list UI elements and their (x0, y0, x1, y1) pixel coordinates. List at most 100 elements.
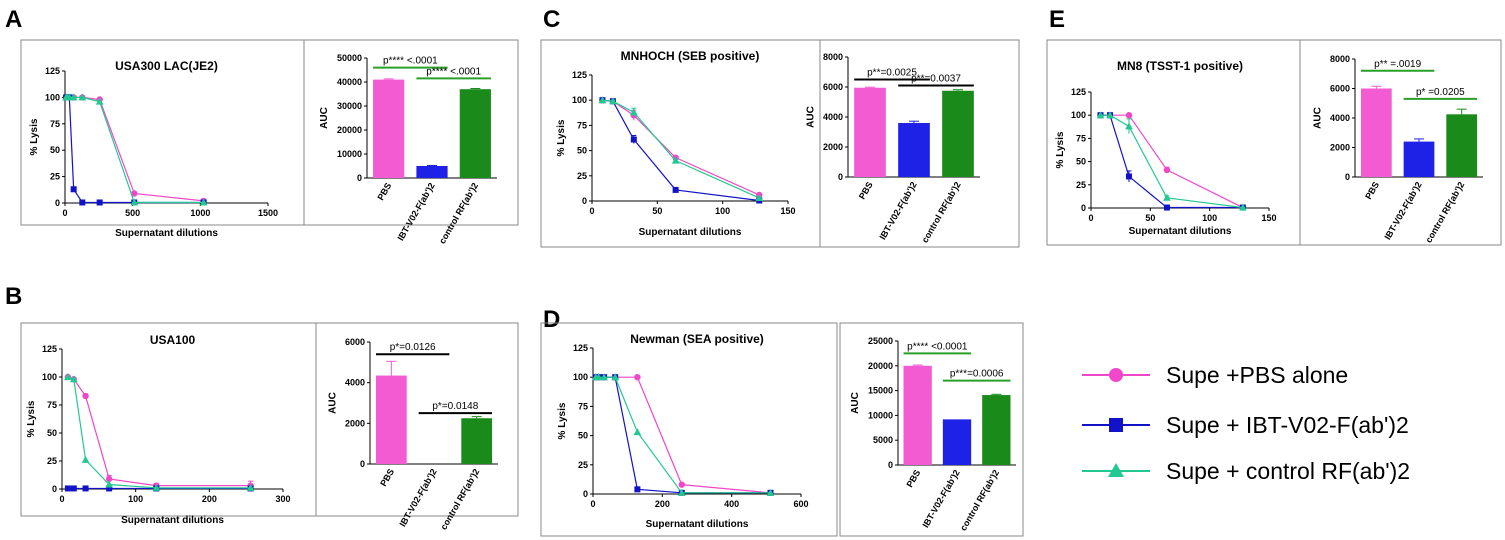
category-label: control RF(ab')2 (1423, 180, 1466, 244)
legend-marker-square-icon (1109, 418, 1123, 432)
chart-title: MNHOCH (SEB positive) (621, 49, 760, 63)
data-point (630, 108, 638, 116)
category-label: PBS (904, 468, 922, 489)
y-tick-label: 4000 (345, 378, 365, 388)
x-tick-label: 100 (128, 494, 143, 504)
series-line (66, 96, 204, 202)
y-tick-label: 50000 (337, 53, 362, 63)
category-label: control RF(ab')2 (958, 468, 1001, 532)
panel-d: D Newman (SEA positive) 0 25 50 75 100 125 0 200 4… (540, 306, 1024, 537)
panel-letter: B (5, 283, 22, 310)
panel-frame (1046, 39, 1502, 246)
y-tick-label: 50 (577, 146, 587, 156)
y-tick-label: 10000 (337, 149, 362, 159)
p-value-label: p**** <.0001 (383, 56, 438, 67)
data-point (82, 485, 89, 492)
legend-label: Supe +PBS alone (1166, 362, 1348, 388)
x-tick-label: 100 (1202, 213, 1217, 223)
y-tick-label: 25 (1076, 180, 1086, 190)
data-point (64, 373, 72, 380)
y-tick-label: 0 (888, 460, 893, 470)
y-tick-label: 4000 (1330, 113, 1350, 123)
data-point (130, 198, 139, 206)
x-tick-label: 100 (715, 206, 730, 216)
y-tick-label: 5000 (873, 435, 893, 445)
y-tick-label: 40000 (337, 77, 362, 87)
bar (903, 365, 932, 465)
panel-b: B USA100 0 25 50 75 100 125 0 100 200 300 Supernatan… (5, 283, 519, 531)
data-point (1239, 203, 1247, 211)
y-tick-label: 50 (50, 145, 60, 155)
bar-chart: 0 2000 4000 6000 8000 AUC PBS IBT-V02-F(ab')2 co… (1313, 54, 1483, 244)
data-point (671, 156, 680, 164)
x-tick-label: 300 (275, 494, 290, 504)
data-point (1106, 111, 1114, 119)
y-tick-label: 75 (578, 401, 588, 411)
chart-title: USA100 (150, 333, 196, 347)
panel-letter: E (1049, 6, 1065, 33)
data-point (1163, 204, 1170, 211)
y-tick-label: 25000 (868, 336, 893, 346)
category-label: PBS (378, 467, 396, 488)
data-point (1096, 111, 1105, 119)
legend-marker-circle-icon (1109, 368, 1123, 382)
series-pbs (592, 374, 774, 497)
data-point (64, 485, 71, 492)
bar (854, 87, 886, 177)
line-chart: USA300 LAC(JE2) 0 25 50 75 100 125 0 500 1000 1500… (29, 59, 278, 239)
y-tick-label: 75 (577, 120, 587, 130)
y-axis-title: AUC (328, 392, 339, 414)
y-tick-label: 25 (47, 456, 57, 466)
category-label: IBT-V02-F(ab')2 (877, 180, 918, 241)
y-tick-label: 125 (1071, 87, 1086, 97)
data-point (106, 485, 113, 492)
category-label: control RF(ab')2 (438, 467, 481, 531)
y-axis-title: % Lysis (1055, 131, 1066, 168)
x-axis-title: Supernatant dilutions (115, 228, 218, 239)
data-point (1125, 112, 1133, 119)
y-tick-label: 0 (838, 172, 843, 182)
y-tick-label: 20000 (337, 125, 362, 135)
series-ibt (599, 97, 763, 204)
panel-c: C MNHOCH (SEB positive) 0 25 50 75 100 125 0 50 10… (540, 6, 1020, 248)
y-tick-label: 25 (50, 172, 60, 182)
series-ibt (1097, 112, 1246, 211)
series-pbs (599, 97, 763, 199)
legend-item-pbs: Supe +PBS alone (1082, 362, 1348, 388)
y-tick-label: 20000 (868, 361, 893, 371)
x-tick-label: 0 (589, 206, 594, 216)
y-tick-label: 2000 (823, 142, 843, 152)
x-tick-label: 500 (125, 208, 140, 218)
y-tick-label: 0 (583, 489, 588, 499)
y-tick-label: 8000 (823, 52, 843, 62)
data-point (677, 488, 686, 496)
series-line (66, 96, 204, 204)
y-tick-label: 25 (578, 460, 588, 470)
data-point (609, 97, 617, 105)
category-label: IBT-V02-F(ab')2 (395, 181, 436, 242)
x-tick-label: 1000 (190, 208, 210, 218)
y-tick-label: 4000 (823, 112, 843, 122)
category-label: PBS (857, 180, 875, 201)
panel-letter: C (543, 6, 560, 33)
series-line (602, 99, 760, 199)
series-pbs (62, 94, 207, 205)
series-control (1096, 111, 1247, 211)
y-tick-label: 2000 (345, 418, 365, 428)
data-point (611, 373, 619, 381)
y-axis-title: % Lysis (557, 402, 568, 439)
p-value-label: p***=0.0006 (950, 369, 1004, 380)
y-axis-title: AUC (1313, 107, 1324, 129)
y-tick-label: 125 (573, 343, 588, 353)
x-tick-label: 0 (590, 499, 595, 509)
p-value-label: p**=0.0037 (911, 74, 961, 85)
y-tick-label: 100 (572, 95, 587, 105)
y-tick-label: 0 (55, 198, 60, 208)
data-point (152, 483, 161, 491)
y-tick-label: 0 (360, 459, 365, 469)
panel-frame (20, 322, 519, 517)
x-axis-title: Supernatant dilutions (1129, 226, 1232, 237)
p-value-label: p**** <.0001 (426, 66, 481, 77)
bar (459, 89, 491, 178)
bar (1360, 88, 1392, 177)
